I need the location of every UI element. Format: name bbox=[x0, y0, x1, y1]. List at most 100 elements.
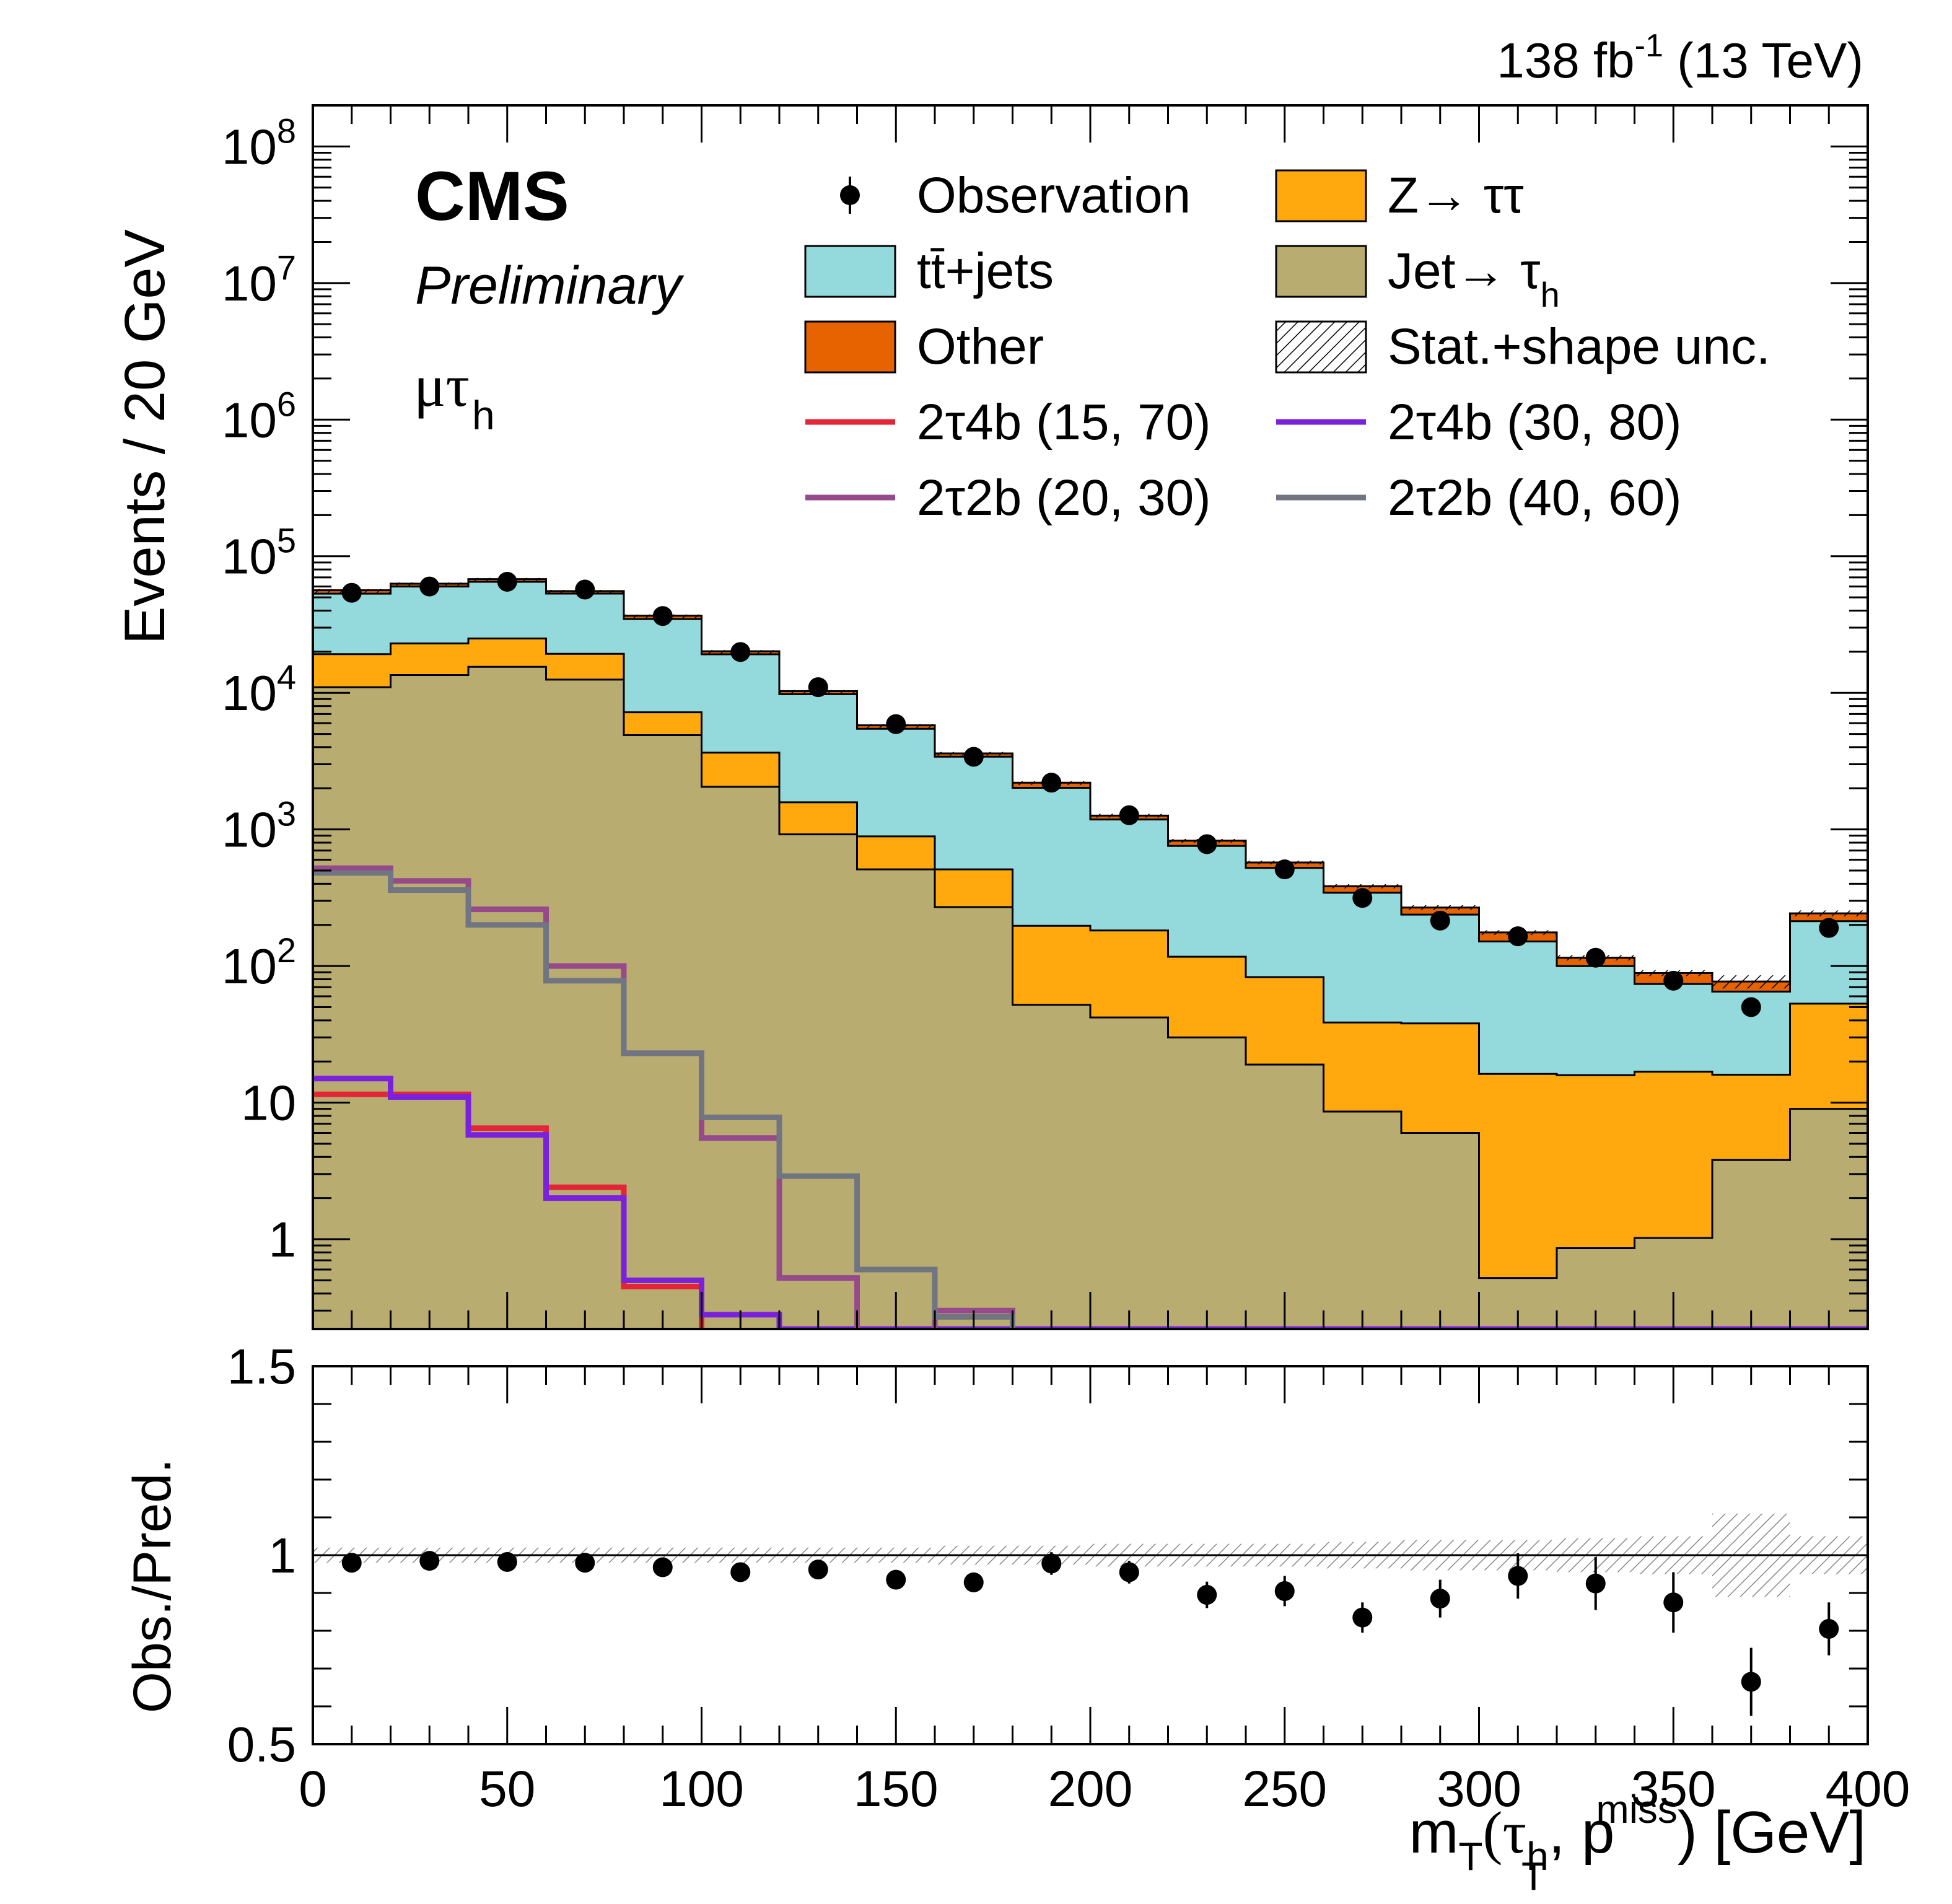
observation-point bbox=[575, 579, 595, 600]
channel-label: μτh bbox=[414, 353, 495, 438]
observation-point bbox=[341, 582, 362, 603]
stack-bar-jet-h bbox=[1323, 1112, 1401, 1329]
x-tick-label: 250 bbox=[1242, 1761, 1327, 1817]
ratio-point bbox=[341, 1553, 362, 1573]
observation-point bbox=[497, 571, 517, 592]
stack-outline-jet-h bbox=[313, 665, 1868, 1279]
ratio-point bbox=[1041, 1553, 1062, 1574]
x-tick-label: 400 bbox=[1826, 1761, 1910, 1817]
observation-point bbox=[1041, 773, 1062, 793]
uncertainty-hatch bbox=[1712, 975, 1790, 989]
ratio-axis-ticks bbox=[312, 1365, 1869, 1745]
legend-label-stat-shape-unc: Stat.+shape unc. bbox=[1388, 318, 1770, 375]
y-tick-label: 103 bbox=[222, 794, 296, 858]
stack-bar-jet-h bbox=[468, 667, 546, 1329]
legend-label-2-4b-15-70: 2τ4b (15, 70) bbox=[917, 394, 1211, 450]
y-tick-label: 102 bbox=[222, 931, 296, 994]
y-tick-label: 10 bbox=[241, 1076, 296, 1131]
legend-swatch-other bbox=[804, 320, 896, 374]
main-axis-ticks bbox=[312, 104, 1869, 1329]
y-tick-labels: 1 10 102 103 104 105 106 107 108 bbox=[222, 111, 296, 1267]
ratio-point bbox=[808, 1560, 828, 1580]
ratio-y-tick-label: 1 bbox=[269, 1528, 297, 1583]
observation-point bbox=[1663, 970, 1684, 991]
signal-line-2-2b-40-60- bbox=[313, 870, 1015, 1329]
observation-point bbox=[808, 677, 828, 698]
x-tick-label: 300 bbox=[1437, 1761, 1521, 1817]
ratio-point bbox=[575, 1553, 595, 1573]
y-tick-label: 107 bbox=[222, 248, 296, 311]
legend-label-other: Other bbox=[917, 318, 1044, 375]
x-tick-label: 0 bbox=[299, 1761, 327, 1817]
legend-swatch-jet bbox=[1275, 245, 1367, 298]
stack-bar-jet-h bbox=[701, 786, 779, 1329]
stack-bar-jet-h bbox=[390, 675, 468, 1329]
ratio-point bbox=[963, 1572, 984, 1592]
stack-bar-jet-h bbox=[1090, 1017, 1168, 1329]
legend: Observation Z→ ττ tt̄+jets Jet→ τh Other Stat… bbox=[804, 167, 1770, 526]
observation-point bbox=[1274, 859, 1295, 880]
stack-bar-jet-h bbox=[624, 735, 702, 1329]
ratio-point bbox=[1197, 1585, 1217, 1605]
stack-bar-jet-h bbox=[546, 679, 624, 1329]
observation-points bbox=[341, 571, 1839, 1017]
ratio-point bbox=[419, 1551, 440, 1571]
x-tick-label: 50 bbox=[479, 1761, 535, 1817]
ratio-point bbox=[1819, 1618, 1839, 1639]
ratio-points bbox=[341, 1551, 1839, 1716]
stack-bar-jet-h bbox=[313, 687, 391, 1329]
stack-bar-jet-h bbox=[1401, 1133, 1479, 1329]
stack-bar-jet-h bbox=[779, 834, 857, 1329]
ratio-point bbox=[652, 1557, 673, 1577]
y-axis-title: Events / 20 GeV bbox=[113, 229, 177, 644]
stack-bar-jet-h bbox=[935, 907, 1013, 1329]
ratio-point bbox=[1741, 1672, 1761, 1692]
ratio-panel bbox=[312, 1365, 1869, 1745]
x-tick-label: 200 bbox=[1048, 1761, 1133, 1817]
observation-point bbox=[1819, 918, 1839, 938]
x-tick-label: 350 bbox=[1631, 1761, 1716, 1817]
uncertainty-hatch bbox=[1790, 910, 1868, 917]
stack-bar-jet-h bbox=[1012, 1004, 1090, 1329]
y-tick-label: 105 bbox=[222, 521, 296, 584]
preliminary-label: Preliminary bbox=[415, 256, 685, 315]
stack-bar-jet-h bbox=[1790, 1108, 1868, 1329]
legend-swatch-z bbox=[1275, 169, 1367, 222]
stack-outline-z bbox=[313, 637, 1868, 1076]
stack-bar-jet-h bbox=[1712, 1160, 1790, 1329]
ratio-point bbox=[1430, 1589, 1450, 1609]
ratio-point bbox=[1663, 1592, 1684, 1613]
y-tick-label: 108 bbox=[222, 111, 296, 174]
legend-label-jet: Jet→ τh bbox=[1388, 243, 1560, 314]
legend-label-observation: Observation bbox=[917, 167, 1191, 224]
x-tick-label: 150 bbox=[854, 1761, 939, 1817]
signal-line-2-2b-20-30- bbox=[313, 865, 1015, 1329]
legend-label-2-4b-30-80: 2τ4b (30, 80) bbox=[1388, 394, 1682, 450]
x-tick-label: 100 bbox=[659, 1761, 744, 1817]
ratio-point bbox=[1352, 1607, 1373, 1628]
stacked-histograms bbox=[313, 578, 1868, 1329]
stack-bar-jet-h bbox=[1168, 1037, 1246, 1329]
observation-point bbox=[1585, 947, 1606, 968]
stack-bar-jet-h bbox=[1246, 1064, 1324, 1329]
legend-swatch-stat-shape-unc bbox=[1275, 320, 1367, 374]
observation-point bbox=[886, 714, 906, 734]
y-tick-label: 104 bbox=[222, 657, 296, 721]
cms-logo-text: CMS bbox=[415, 157, 569, 235]
x-axis-title-pt-sub: T bbox=[1521, 1854, 1546, 1898]
lumi-label: 138 fb-1 (13 TeV) bbox=[1497, 28, 1863, 88]
ratio-y-tick-label: 1.5 bbox=[227, 1339, 296, 1394]
y-tick-label: 1 bbox=[269, 1212, 297, 1267]
legend-marker-observation bbox=[840, 185, 860, 205]
main-panel bbox=[312, 104, 1869, 1330]
signal-histograms bbox=[313, 865, 1868, 1329]
ratio-point bbox=[886, 1569, 906, 1590]
ratio-point bbox=[1508, 1566, 1528, 1586]
observation-point bbox=[419, 576, 440, 597]
observation-point bbox=[1119, 805, 1139, 825]
ratio-point bbox=[730, 1562, 751, 1582]
observation-point bbox=[1508, 926, 1528, 947]
observation-point bbox=[1197, 834, 1217, 854]
legend-swatch-tt-jets bbox=[804, 245, 896, 298]
